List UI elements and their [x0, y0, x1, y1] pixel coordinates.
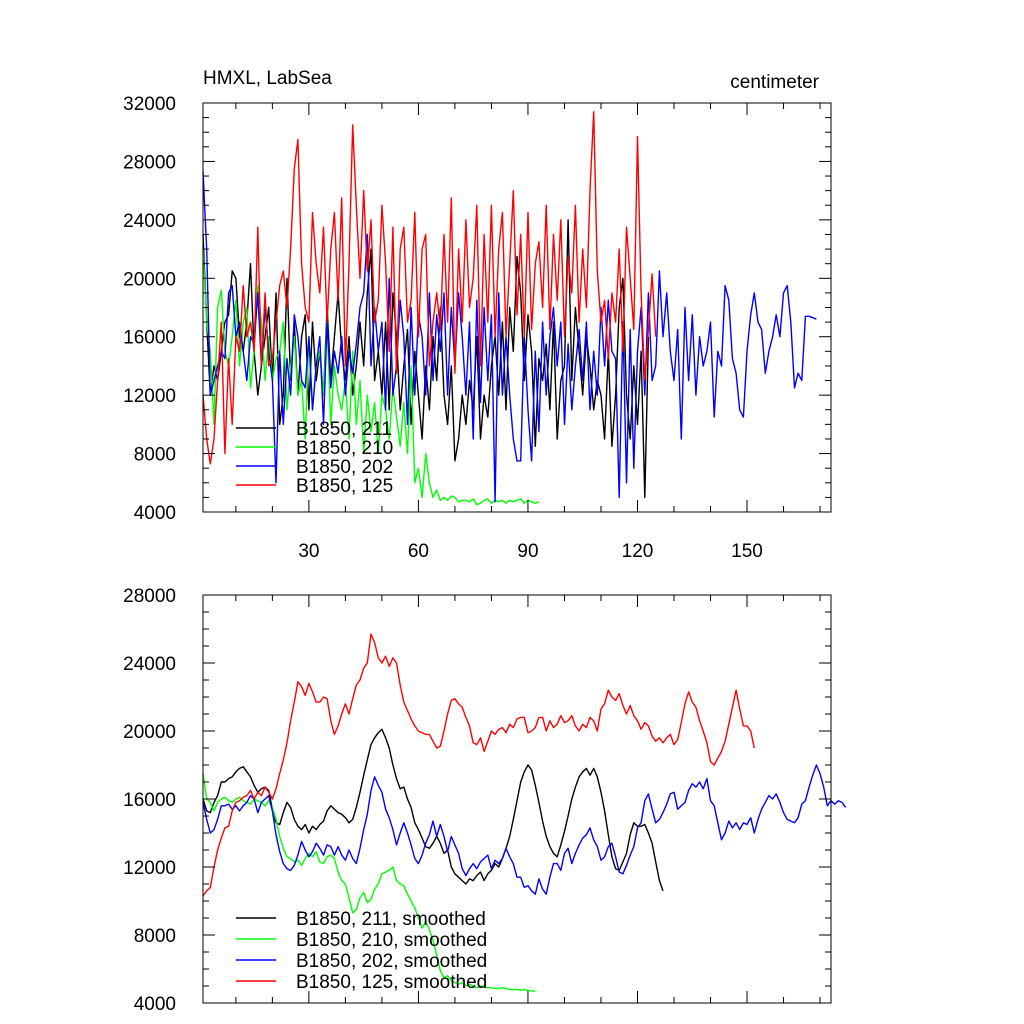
y-tick-label: 28000 [123, 152, 176, 173]
chart-units-label: centimeter [730, 72, 819, 93]
legend-label: B1850, 211 [296, 419, 392, 440]
y-tick-label: 4000 [134, 994, 176, 1015]
series-line-b1850-211 [202, 219, 650, 499]
legend-label: B1850, 202, smoothed [296, 951, 487, 972]
series-line-b1850-202 [202, 171, 817, 503]
y-tick-label: 4000 [134, 503, 176, 524]
legend-label: B1850, 125 [296, 476, 393, 497]
y-tick-label: 8000 [134, 445, 176, 466]
top-panel: 4000 8000 12000 16000 20000 24000 28000 32000 30… [123, 94, 832, 562]
y-tick-label: 8000 [134, 926, 176, 947]
y-tick-label: 32000 [123, 94, 176, 115]
chart-title-left: HMXL, LabSea [203, 68, 332, 89]
y-tick-label: 12000 [123, 386, 176, 407]
y-tick-label: 16000 [123, 790, 176, 811]
x-tick-label: 120 [622, 541, 654, 562]
series-line-b1850-125 [202, 111, 657, 465]
y-tick-label: 24000 [123, 211, 176, 232]
series-line-b1850-210-smoothed [202, 773, 536, 992]
x-tick-label: 150 [731, 541, 763, 562]
y-tick-label: 24000 [123, 654, 176, 675]
x-tick-label: 90 [517, 541, 538, 562]
y-tick-label: 20000 [123, 269, 176, 290]
y-tick-label: 20000 [123, 722, 176, 743]
series-line-b1850-202-smoothed [202, 764, 847, 895]
legend-label: B1850, 210 [296, 438, 393, 459]
y-tick-label: 12000 [123, 858, 176, 879]
bottom-panel: 4000 8000 12000 16000 20000 24000 28000 B1850, … [123, 586, 847, 1015]
x-tick-label: 30 [298, 541, 319, 562]
x-tick-label: 60 [408, 541, 429, 562]
legend-label: B1850, 211, smoothed [296, 909, 486, 930]
series-line-b1850-125-smoothed [202, 633, 755, 897]
legend-label: B1850, 202 [296, 457, 393, 478]
y-tick-label: 16000 [123, 328, 176, 349]
y-tick-label: 28000 [123, 586, 176, 607]
legend-label: B1850, 210, smoothed [296, 930, 487, 951]
series-line-b1850-211-smoothed [202, 728, 664, 892]
legend-label: B1850, 125, smoothed [296, 972, 487, 993]
